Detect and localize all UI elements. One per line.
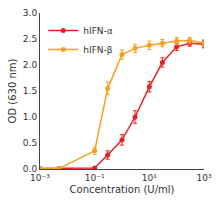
svg-text:10⁻³: 10⁻³ [30,173,50,183]
svg-text:OD (630 nm): OD (630 nm) [7,58,18,123]
svg-text:1.0: 1.0 [23,112,38,122]
svg-text:0.5: 0.5 [23,138,37,148]
svg-text:hIFN-β: hIFN-β [83,45,113,55]
svg-text:10¹: 10¹ [142,173,157,183]
svg-text:0.0: 0.0 [23,164,38,174]
svg-text:Concentration (U/ml): Concentration (U/ml) [70,184,175,195]
svg-text:2.5: 2.5 [23,34,37,44]
svg-text:hIFN-α: hIFN-α [83,26,113,36]
svg-text:3.0: 3.0 [23,8,38,18]
svg-text:10⁻¹: 10⁻¹ [85,173,105,183]
svg-text:2.0: 2.0 [23,60,38,70]
svg-text:1.5: 1.5 [23,86,37,96]
svg-text:10³: 10³ [196,173,211,183]
